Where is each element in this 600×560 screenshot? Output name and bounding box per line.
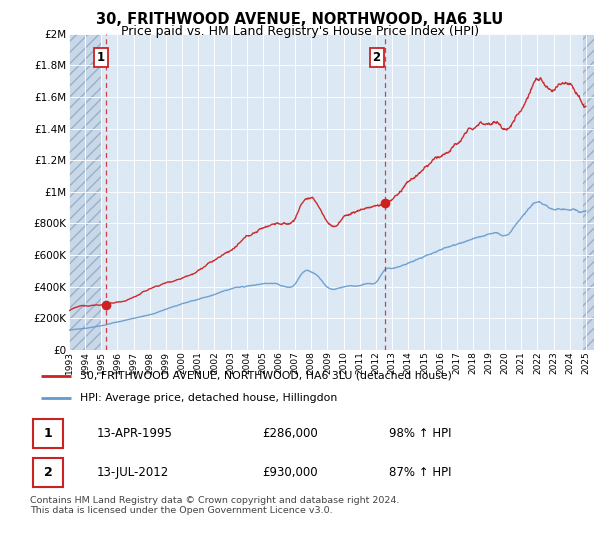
Text: 30, FRITHWOOD AVENUE, NORTHWOOD, HA6 3LU (detached house): 30, FRITHWOOD AVENUE, NORTHWOOD, HA6 3LU… <box>80 371 452 381</box>
Text: £930,000: £930,000 <box>262 466 317 479</box>
Text: HPI: Average price, detached house, Hillingdon: HPI: Average price, detached house, Hill… <box>80 393 337 403</box>
Bar <box>69 34 101 350</box>
FancyBboxPatch shape <box>33 419 63 448</box>
Text: £286,000: £286,000 <box>262 427 317 440</box>
Text: 2: 2 <box>44 466 52 479</box>
Text: 2: 2 <box>373 51 380 64</box>
Text: 30, FRITHWOOD AVENUE, NORTHWOOD, HA6 3LU: 30, FRITHWOOD AVENUE, NORTHWOOD, HA6 3LU <box>97 12 503 27</box>
Text: Contains HM Land Registry data © Crown copyright and database right 2024.
This d: Contains HM Land Registry data © Crown c… <box>30 496 400 515</box>
Text: Price paid vs. HM Land Registry's House Price Index (HPI): Price paid vs. HM Land Registry's House … <box>121 25 479 38</box>
Text: 13-JUL-2012: 13-JUL-2012 <box>96 466 169 479</box>
Text: 13-APR-1995: 13-APR-1995 <box>96 427 172 440</box>
Text: 1: 1 <box>44 427 52 440</box>
FancyBboxPatch shape <box>33 458 63 487</box>
Bar <box>583 34 594 350</box>
Text: 98% ↑ HPI: 98% ↑ HPI <box>389 427 451 440</box>
Text: 1: 1 <box>97 51 105 64</box>
Text: 87% ↑ HPI: 87% ↑ HPI <box>389 466 451 479</box>
